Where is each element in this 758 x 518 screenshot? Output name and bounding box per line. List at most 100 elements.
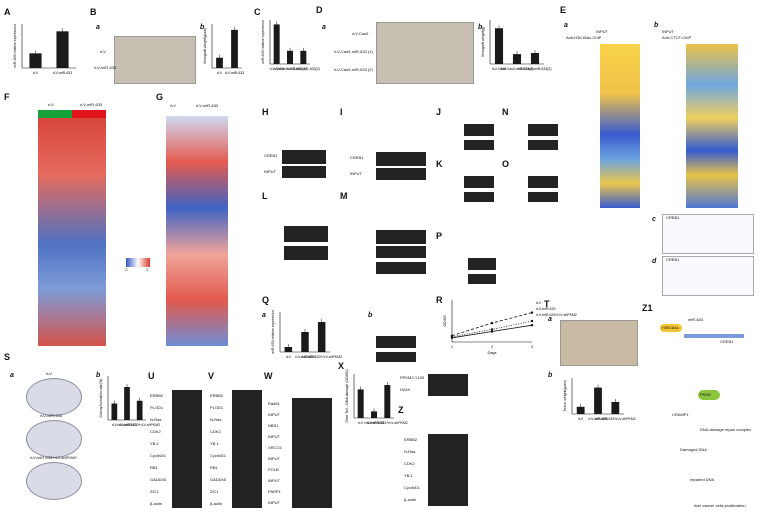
track-e-d [662,256,754,296]
tick-x-1: rLV-miR-633 [364,421,383,425]
e-a-input-label: INPUT [596,29,608,34]
sub-label-t-a: a [548,316,552,323]
tick-sb-2: rLV-miR-633+rLV-shPKM2 [119,423,160,427]
scale-high: 2 [146,267,149,272]
western-v [232,390,262,508]
tick-tb-1: rLV-miR-633 [588,417,607,421]
western-y [428,374,468,396]
u-label-5: CyclinD1 [150,453,167,458]
gel-l-chip [284,226,328,242]
w-label-9: INPUT [268,500,280,505]
w-label-4: XRCC5 [268,445,282,450]
b-row-label-rlv: rLV [100,49,106,54]
e-a-chip-label: Anti-H3K18Ac-ChIP [566,35,602,40]
track-e-c [662,214,754,254]
panel-label-z: Z [398,405,404,415]
e-b-input-label: INPUT [662,29,674,34]
d-row-label-cas9: rLV-Cas9 [352,31,369,36]
bar-tb-1 [594,387,602,414]
panel-label-w: W [264,371,273,381]
point-r-1-2 [530,311,534,314]
gel-o-pkm2 [528,176,558,188]
panel-label-a: A [4,7,11,17]
gel-j-actin [464,140,494,150]
gel-h-label-creb1: CREB1 [264,153,278,158]
track-e-c-label: CREB1 [666,215,680,220]
bar-sb-0 [111,403,118,420]
z1-cramp1: CRAMP1 [672,412,689,417]
z1-creb1-gene-bar [684,334,744,338]
v-label-4: YB-1 [210,441,219,446]
u-label-7: GADD45 [150,477,167,482]
e-b-chip-label: Anti-CTCF-ChIP [662,35,692,40]
bar-tb-2 [611,402,620,414]
point-r-2-2 [530,319,534,323]
gel-n-actin [528,140,558,150]
gel-i-input [376,168,426,180]
u-label-6: RB1 [150,465,158,470]
line-r-0 [451,324,533,339]
panel-label-p: P [436,231,443,241]
u-label-3: CDK2 [150,429,161,434]
dish-label-rlv: rLV [46,371,52,376]
bar-a-0 [29,53,42,68]
western-z [428,434,468,506]
tick-qa-1: rLV-miR-633 [295,355,314,359]
z1-schematic: miR-633 H3K18Ac CREB1 PKM2 CRAMP1 DNA da… [660,318,751,514]
panel-label-r: R [436,295,443,305]
sub-label-b-a: a [96,24,100,31]
v-label-6: RB1 [210,465,218,470]
tick-qa-0: rLV [286,355,292,359]
panel-label-i: I [340,107,343,117]
w-label-7: INPUT [268,478,280,483]
panel-label-f: F [4,92,10,102]
z-label-4: CyclinD1 [404,485,421,490]
xtick-r-2: 3 [531,345,533,349]
gel-o-actin [528,192,558,202]
bar-sb-1 [124,387,130,420]
gel-h-label-input: INPUT [264,169,276,174]
w-label-2: NBS1 [268,423,279,428]
ylabel-c: miR-633 relative expression [261,20,265,63]
sub-label-e-b: b [654,22,659,29]
z1-pkm2: PKM2 [700,392,711,397]
z1-liver: liver cancer cells proliferation [694,503,746,508]
line-r-1 [451,312,533,337]
gel-j-creb1 [464,124,494,136]
ylabel-r: OD450 [443,315,447,326]
heatmap-e-b [686,44,738,208]
d-row-label-1: rLV-Cas9-miR-633 (1) [334,49,373,54]
z1-creb1: CREB1 [720,339,734,344]
western-u [172,390,202,508]
panel-label-g: G [156,92,164,102]
sub-label-b-b: b [200,24,205,31]
xenograft-photo-d [376,22,474,84]
sub-label-q-a: a [262,312,266,319]
b-row-label-mir: rLV-miR-633 [94,65,117,70]
z1-damaged: Damaged DNA [680,447,707,452]
u-label-4: YB-1 [150,441,159,446]
bar-qa-2 [317,322,326,352]
z1-repaired: repaired DNA [690,477,715,482]
v-label-8: ZIC1 [210,489,219,494]
g-group-label-rlv: rLV [170,103,176,108]
western-w [292,398,332,508]
bar-db-1 [512,54,522,64]
w-label-0: Rad51 [268,401,280,406]
z-label-3: YB-1 [404,473,413,478]
gel-i-label-creb1: CREB1 [350,155,364,160]
sub-label-e-a: a [564,22,568,29]
xlabel-r: Days [487,350,496,355]
sub-label-s-b: b [96,372,101,379]
y-band-1: H2AX [400,387,411,392]
sub-label-s-a: a [10,372,14,379]
w-label-3: INPUT [268,434,280,439]
tick-sb-0: rLV [112,423,118,427]
xenograft-photo-b [114,36,196,84]
sub-label-e-c: c [652,216,656,223]
v-label-0: ERBB2 [210,393,224,398]
colony-dish-shpkm2 [26,462,82,500]
gel-m-input [376,246,426,258]
tick-db-0: rLV-Cas9 [492,67,506,71]
ylabel-qa: miR-633 relative expression [271,310,275,353]
